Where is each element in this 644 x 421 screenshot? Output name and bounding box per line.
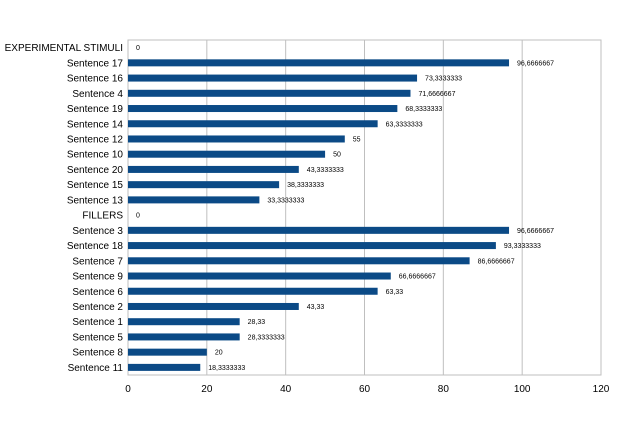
category-label: Sentence 15 — [67, 180, 124, 191]
category-label: Sentence 7 — [72, 256, 123, 267]
category-label: Sentence 16 — [67, 74, 124, 85]
category-label: Sentence 10 — [67, 150, 124, 161]
x-tick-label: 20 — [201, 384, 213, 395]
data-label: 28,33 — [248, 319, 266, 326]
bar — [128, 74, 418, 82]
bar — [128, 226, 510, 234]
data-label: 43,3333333 — [307, 167, 344, 174]
data-label: 68,3333333 — [405, 106, 442, 113]
data-label: 0 — [136, 213, 140, 220]
category-label: Sentence 2 — [72, 302, 123, 313]
data-label: 73,3333333 — [425, 76, 462, 83]
data-label: 86,6666667 — [478, 258, 515, 265]
x-axis-tick-labels: 0 20 40 60 80 100 120 — [125, 384, 610, 395]
bar — [128, 59, 510, 67]
data-label: 71,6666667 — [418, 91, 455, 98]
bar — [128, 135, 345, 143]
data-label: 38,3333333 — [287, 182, 324, 189]
category-label: Sentence 20 — [67, 165, 124, 176]
bar — [128, 120, 378, 128]
bar — [128, 318, 240, 326]
x-tick-label: 120 — [593, 384, 610, 395]
bar — [128, 181, 280, 189]
category-label: Sentence 11 — [68, 363, 124, 374]
category-label: Sentence 14 — [67, 119, 124, 130]
category-label: Sentence 13 — [67, 195, 124, 206]
bar — [128, 287, 378, 295]
category-label: EXPERIMENTAL STIMULI — [5, 43, 123, 54]
category-label: Sentence 8 — [72, 348, 123, 359]
x-tick-label: 60 — [359, 384, 371, 395]
data-label: 55 — [353, 136, 361, 143]
data-label: 43,33 — [307, 304, 325, 311]
category-label: Sentence 6 — [72, 287, 123, 298]
data-label: 63,3333333 — [386, 121, 423, 128]
bar — [128, 272, 391, 280]
category-label: Sentence 1 — [72, 317, 123, 328]
data-label: 28,3333333 — [248, 334, 285, 341]
x-tick-label: 40 — [280, 384, 292, 395]
data-label: 33,3333333 — [267, 197, 304, 204]
bar — [128, 333, 240, 341]
category-label: Sentence 19 — [67, 104, 124, 115]
x-tick-label: 100 — [514, 384, 531, 395]
data-label: 66,6666667 — [399, 274, 436, 281]
bar — [128, 105, 398, 113]
data-label: 96,6666667 — [517, 60, 554, 67]
category-labels: EXPERIMENTAL STIMULI Sentence 17 Sentence … — [5, 43, 124, 374]
bar — [128, 165, 299, 173]
category-label: Sentence 3 — [72, 226, 123, 237]
data-label: 50 — [333, 152, 341, 159]
category-label: Sentence 12 — [67, 134, 124, 145]
data-label: 20 — [215, 350, 223, 357]
bar — [128, 348, 207, 356]
bar — [128, 150, 326, 158]
data-label: 96,6666667 — [517, 228, 554, 235]
category-label: Sentence 4 — [72, 89, 123, 100]
data-label: 63,33 — [386, 289, 404, 296]
data-labels: 0 96,6666667 73,3333333 71,6666667 68,333333… — [136, 45, 554, 372]
category-label: Sentence 17 — [67, 58, 124, 69]
category-label: Sentence 9 — [72, 272, 123, 283]
x-tick-label: 0 — [125, 384, 131, 395]
category-label: FILLERS — [82, 211, 123, 222]
bar-series — [128, 59, 510, 371]
data-label: 93,3333333 — [504, 243, 541, 250]
category-label: Sentence 5 — [72, 332, 123, 343]
plot-area-border — [127, 39, 602, 376]
data-label: 18,3333333 — [208, 365, 245, 372]
bar — [128, 302, 299, 310]
category-label: Sentence 18 — [67, 241, 124, 252]
bar — [128, 196, 260, 204]
bar — [128, 363, 201, 371]
x-tick-label: 80 — [438, 384, 450, 395]
data-label: 0 — [136, 45, 140, 52]
bar — [128, 89, 411, 97]
bar — [128, 242, 496, 250]
bar — [128, 257, 470, 265]
